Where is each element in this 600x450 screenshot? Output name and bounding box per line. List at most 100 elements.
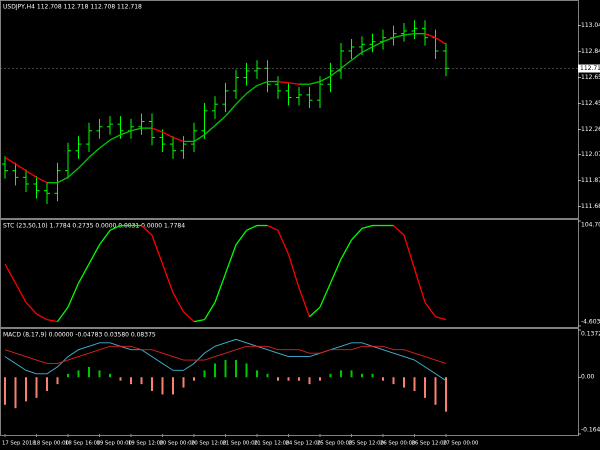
line-segment [203,302,216,320]
line-segment [319,75,331,83]
y-tick-label: -4.6031 [581,319,600,326]
histogram-bar [277,377,279,381]
panel-title: STC (23,50,10) 1.7784 0.2735 0.0000 0.00… [3,223,185,230]
line-segment [14,282,27,303]
line-segment [36,176,48,184]
histogram-bar [151,377,153,392]
x-tick-label: 18 Sep 00:00 [34,441,70,447]
histogram-bar [329,373,332,378]
x-tick-label: 25 Sep 12:00 [349,441,385,447]
histogram-bar [4,377,6,405]
line-segment [330,67,342,77]
histogram-bar [161,377,164,395]
line-segment [172,136,184,143]
line-segment [25,170,37,178]
line-segment [141,225,153,236]
line-segment [193,134,205,142]
line-segment [382,37,394,43]
line-segment [435,316,447,321]
y-tick-label: 112.455 [581,100,600,107]
histogram-bar [182,377,185,388]
line-segment [193,319,205,323]
histogram-bar [67,373,69,378]
line-segment [309,306,321,318]
y-tick-label: 111.680 [581,203,600,210]
line-segment [172,292,185,313]
y-tick-label: 112.845 [581,48,600,55]
histogram-bar [25,377,27,402]
histogram-bar [308,377,311,385]
histogram-bar [382,377,384,381]
line-segment [267,224,279,231]
y-tick-label: 104.7097 [581,222,600,229]
histogram-bar [203,370,206,378]
histogram-bar [287,377,290,381]
line-segment [277,80,289,84]
histogram-bar [350,370,353,378]
y-tick-label: 111.875 [581,177,600,184]
x-tick-label: 21 Sep 00:00 [223,441,259,447]
histogram-bar [445,377,447,412]
x-tick-label: 17 Sep 2018 [2,441,36,447]
line-segment [88,147,100,158]
line-segment [78,156,90,169]
histogram-bar [14,377,17,409]
line-segment [340,59,352,69]
line-segment [424,301,437,318]
line-segment [309,80,321,85]
line-segment [235,93,247,105]
y-tick-label: 0.00 [581,374,595,381]
line-segment [351,51,363,61]
line-segment [109,224,121,231]
panel-frame [0,0,579,219]
line-segment [151,234,164,265]
histogram-bar [46,377,48,392]
histogram-bar [392,377,395,385]
histogram-bar [340,370,342,378]
line-segment [340,239,353,260]
panel-frame [0,328,579,436]
line-segment [214,115,226,126]
x-tick-label: 26 Sep 12:00 [412,441,448,447]
line-segment [246,85,258,95]
line-segment [109,134,121,141]
histogram-bar [235,360,237,378]
x-tick-label: 21 Sep 12:00 [254,441,290,447]
histogram-bar [413,377,416,392]
histogram-bar [245,363,248,378]
histogram-bar [424,377,426,398]
histogram-bar [77,370,80,378]
line-segment [288,82,300,85]
histogram-bar [403,377,405,388]
line-segment [56,306,69,322]
x-tick-label: 24 Sep 12:00 [286,441,322,447]
y-tick-label: 112.260 [581,126,600,133]
histogram-bar [434,377,437,405]
y-tick-label: -0.16492 [581,427,600,434]
y-tick-label: 112.650 [581,74,600,81]
histogram-bar [119,377,122,381]
line-segment [235,229,248,246]
histogram-bar [88,366,90,378]
histogram-bar [172,377,174,395]
line-segment [4,263,17,284]
signal-line [4,345,447,364]
histogram-bar [224,360,227,378]
line-segment [413,268,426,303]
histogram-bar [214,363,216,378]
histogram-bar [371,373,374,378]
histogram-bar [298,377,300,381]
line-segment [298,287,311,317]
line-segment [403,234,416,269]
line-segment [214,273,227,303]
line-segment [319,282,332,308]
x-tick-label: 27 Sep 00:00 [443,441,479,447]
line-segment [99,139,111,149]
panel-title: MACD (8,17,9) 0.00000 -0.04783 0.03580 0… [3,332,156,339]
panel-frame [0,219,579,328]
histogram-bar [56,377,59,385]
histogram-bar [98,370,101,378]
line-segment [225,103,237,117]
